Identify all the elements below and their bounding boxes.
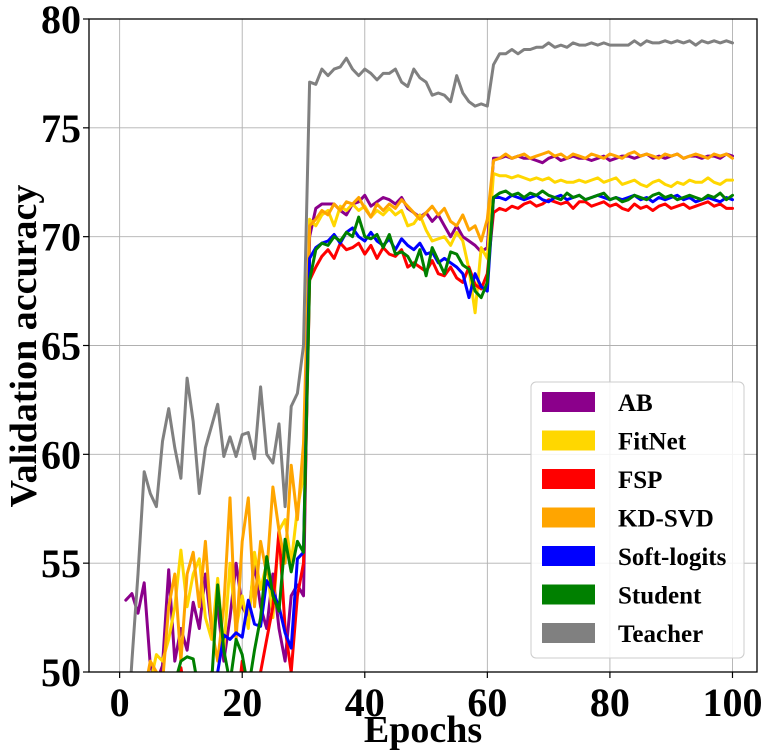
series-line-ab: [124, 152, 734, 672]
legend: AB FitNet FSP KD-SVD Soft-logits Student Teach…: [530, 381, 745, 659]
y-axis-label: Validation accuracy: [3, 185, 45, 508]
x-tick-label: 20: [222, 680, 262, 725]
y-tick-label: 50: [41, 650, 81, 695]
y-tick-label: 65: [41, 324, 81, 369]
x-axis-label: Epochs: [364, 709, 482, 751]
x-axis-ticks: 0 20 40 60 80 100: [110, 672, 762, 725]
legend-label-kd-svd: KD-SVD: [618, 506, 714, 533]
legend-swatch-kd-svd: [542, 507, 595, 528]
series-line-student: [176, 189, 734, 672]
y-tick-label: 75: [41, 106, 81, 151]
legend-label-teacher: Teacher: [618, 621, 703, 648]
series-lines: [124, 39, 734, 672]
series-line-teacher: [129, 39, 734, 672]
x-tick-label: 60: [467, 680, 507, 725]
legend-label-fsp: FSP: [618, 467, 662, 494]
y-tick-label: 80: [41, 0, 81, 42]
legend-label-soft-logits: Soft-logits: [618, 544, 727, 571]
x-tick-label: 100: [702, 680, 762, 725]
y-tick-label: 60: [41, 432, 81, 477]
legend-swatch-student: [542, 584, 595, 605]
x-tick-label: 0: [110, 680, 130, 725]
series-line-fitnet: [151, 172, 734, 672]
legend-swatch-fitnet: [542, 430, 595, 451]
y-tick-label: 70: [41, 215, 81, 260]
legend-swatch-soft-logits: [542, 546, 595, 566]
y-axis-ticks: 50 55 60 65 70 75 80: [41, 0, 89, 695]
x-tick-label: 80: [590, 680, 630, 725]
series-line-kd-svd: [146, 150, 734, 672]
y-tick-label: 55: [41, 541, 81, 586]
legend-swatch-ab: [542, 392, 595, 412]
legend-label-student: Student: [618, 583, 702, 610]
legend-swatch-teacher: [542, 623, 595, 643]
legend-label-ab: AB: [618, 390, 653, 417]
x-tick-label: 40: [345, 680, 385, 725]
legend-swatch-fsp: [542, 469, 595, 489]
legend-label-fitnet: FitNet: [618, 429, 687, 456]
